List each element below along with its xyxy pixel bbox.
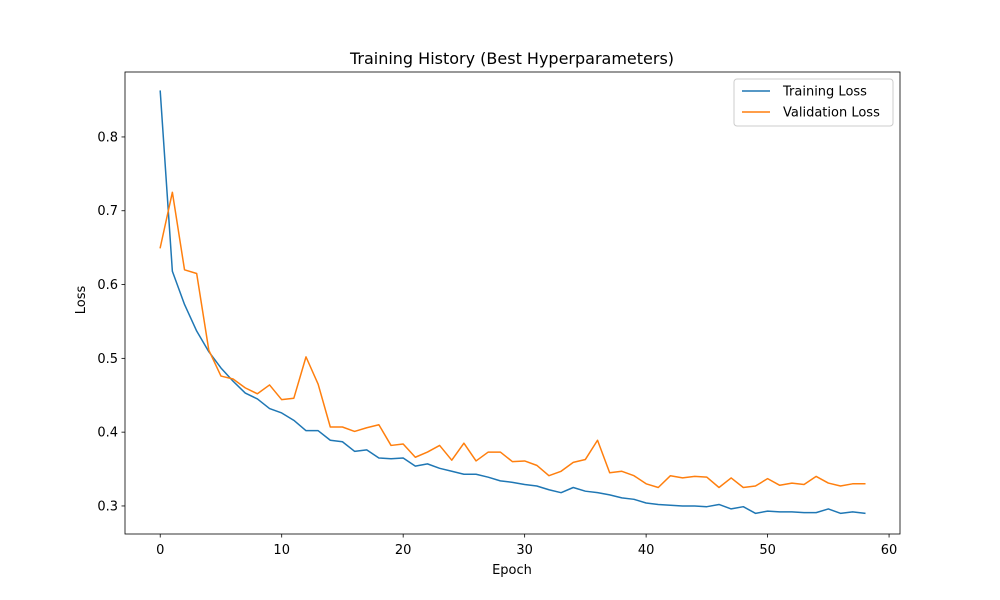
y-tick-label: 0.8: [97, 130, 118, 145]
x-tick-label: 50: [759, 543, 776, 558]
legend-label-training-loss: Training Loss: [782, 85, 867, 100]
y-tick-label: 0.5: [97, 352, 118, 367]
chart-title: Training History (Best Hyperparameters): [349, 49, 674, 68]
y-tick-label: 0.7: [97, 204, 118, 219]
y-tick-label: 0.4: [97, 426, 118, 441]
x-tick-label: 0: [156, 543, 164, 558]
x-axis-label: Epoch: [492, 563, 532, 578]
x-tick-label: 40: [638, 543, 655, 558]
y-tick-label: 0.3: [97, 499, 118, 514]
plot-area: 0 10 20 30 40 50 60 0.3 0.4 0.5 0.6 0.7 0.8: [97, 71, 901, 558]
legend: Training Loss Validation Loss: [733, 78, 894, 127]
x-tick-label: 20: [395, 543, 412, 558]
x-tick-label: 30: [516, 543, 533, 558]
legend-label-validation-loss: Validation Loss: [783, 106, 880, 121]
series-line-training-loss: [159, 90, 866, 515]
series-line-validation-loss: [159, 191, 866, 489]
y-tick-label: 0.6: [97, 278, 118, 293]
x-tick-label: 60: [881, 543, 898, 558]
y-axis-label: Loss: [74, 286, 89, 315]
plot-frame: [124, 71, 901, 535]
legend-box: [733, 78, 894, 127]
x-tick-label: 10: [273, 543, 290, 558]
